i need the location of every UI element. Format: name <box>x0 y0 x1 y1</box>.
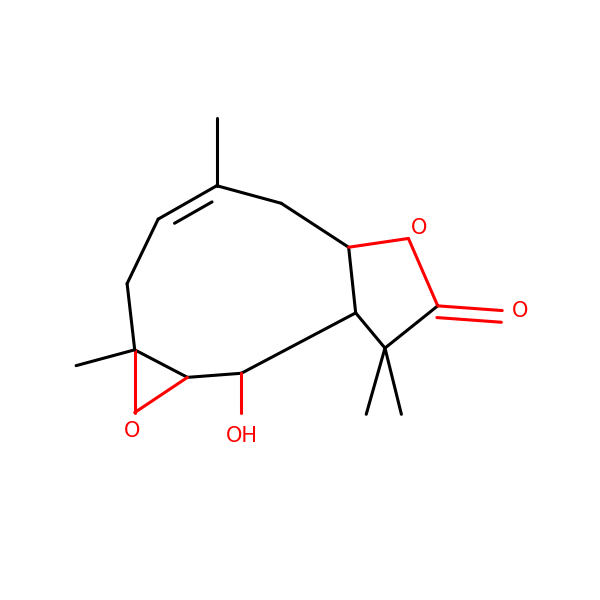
Text: O: O <box>124 421 140 441</box>
Text: O: O <box>512 301 528 320</box>
Text: OH: OH <box>226 426 257 446</box>
Text: O: O <box>411 218 427 238</box>
